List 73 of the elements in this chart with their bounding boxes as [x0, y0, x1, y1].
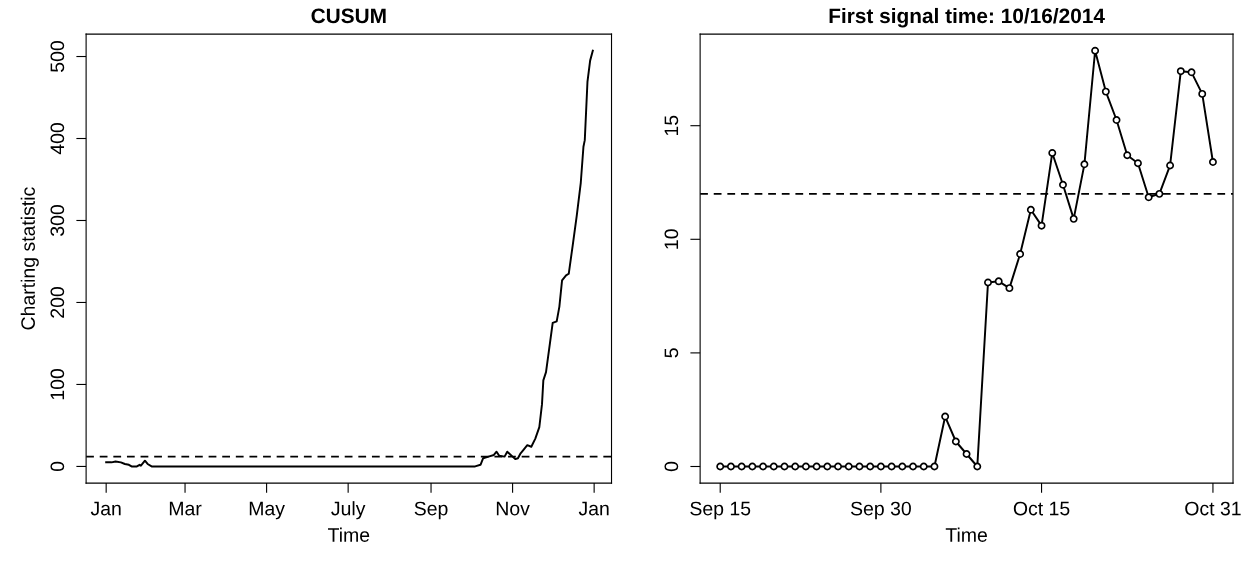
point	[1144, 193, 1153, 202]
y-tick-label: 0	[664, 461, 679, 472]
y-tick-label: 100	[50, 368, 65, 400]
point	[1091, 46, 1100, 55]
point	[716, 462, 725, 471]
point	[834, 462, 842, 471]
x-tick-label: Sep 15	[690, 501, 751, 520]
point	[1048, 149, 1057, 157]
point	[1208, 158, 1217, 167]
y-tick-label: 200	[50, 287, 65, 318]
y-tick-label: 15	[664, 115, 679, 136]
point	[1123, 151, 1132, 160]
x-axis-title: Time	[945, 527, 987, 542]
point	[812, 462, 821, 471]
x-tick-label: Oct 15	[1013, 501, 1070, 516]
y-axis-title: Charting statistic	[20, 187, 39, 330]
x-tick-label: Mar	[169, 501, 202, 516]
point	[1026, 205, 1035, 214]
point	[1059, 180, 1067, 189]
y-tick-label: 0	[50, 461, 65, 472]
point	[951, 437, 960, 446]
point	[748, 462, 757, 471]
y-tick-label: 400	[50, 123, 65, 155]
point	[941, 412, 950, 421]
point	[887, 462, 896, 471]
point	[962, 450, 971, 458]
point	[930, 462, 939, 471]
point	[1101, 87, 1110, 96]
y-tick-label: 10	[664, 229, 679, 249]
point	[801, 462, 810, 471]
point	[726, 462, 735, 471]
point	[1080, 160, 1089, 169]
point	[737, 462, 746, 471]
point	[1155, 189, 1164, 198]
x-tick-label: Jan	[578, 501, 609, 516]
point	[791, 462, 800, 471]
x-tick-label: May	[249, 501, 285, 520]
point	[1133, 159, 1142, 168]
point	[866, 462, 875, 471]
y-tick-label: 300	[50, 205, 65, 236]
point	[919, 462, 928, 471]
point	[1198, 89, 1207, 98]
y-tick-label: 500	[50, 41, 65, 72]
point	[876, 462, 885, 471]
point	[994, 277, 1003, 286]
x-tick-label: July	[331, 501, 366, 520]
point	[844, 462, 853, 471]
point	[823, 462, 832, 471]
point	[1016, 250, 1025, 259]
point	[1069, 214, 1078, 223]
point	[780, 462, 789, 471]
point	[973, 462, 982, 471]
point	[909, 462, 917, 471]
x-tick-label: Oct 31	[1185, 501, 1241, 516]
point	[898, 462, 907, 471]
chart-title: CUSUM	[311, 8, 386, 24]
point	[1187, 68, 1196, 77]
x-axis-title: Time	[328, 527, 370, 542]
chart-title: First signal time: 10/16/2014	[829, 7, 1105, 28]
point	[759, 462, 768, 471]
x-tick-label: Jan	[90, 501, 121, 516]
x-tick-label: Sep 30	[850, 501, 911, 520]
y-tick-label: 5	[664, 348, 679, 358]
point	[855, 462, 864, 471]
point	[769, 462, 778, 471]
point	[1112, 116, 1121, 124]
point	[1176, 67, 1185, 76]
x-tick-label: Nov	[496, 501, 530, 516]
point	[984, 278, 992, 287]
point	[1037, 221, 1046, 230]
point	[1005, 284, 1014, 293]
x-tick-label: Sep	[414, 501, 448, 520]
point	[1166, 161, 1175, 170]
